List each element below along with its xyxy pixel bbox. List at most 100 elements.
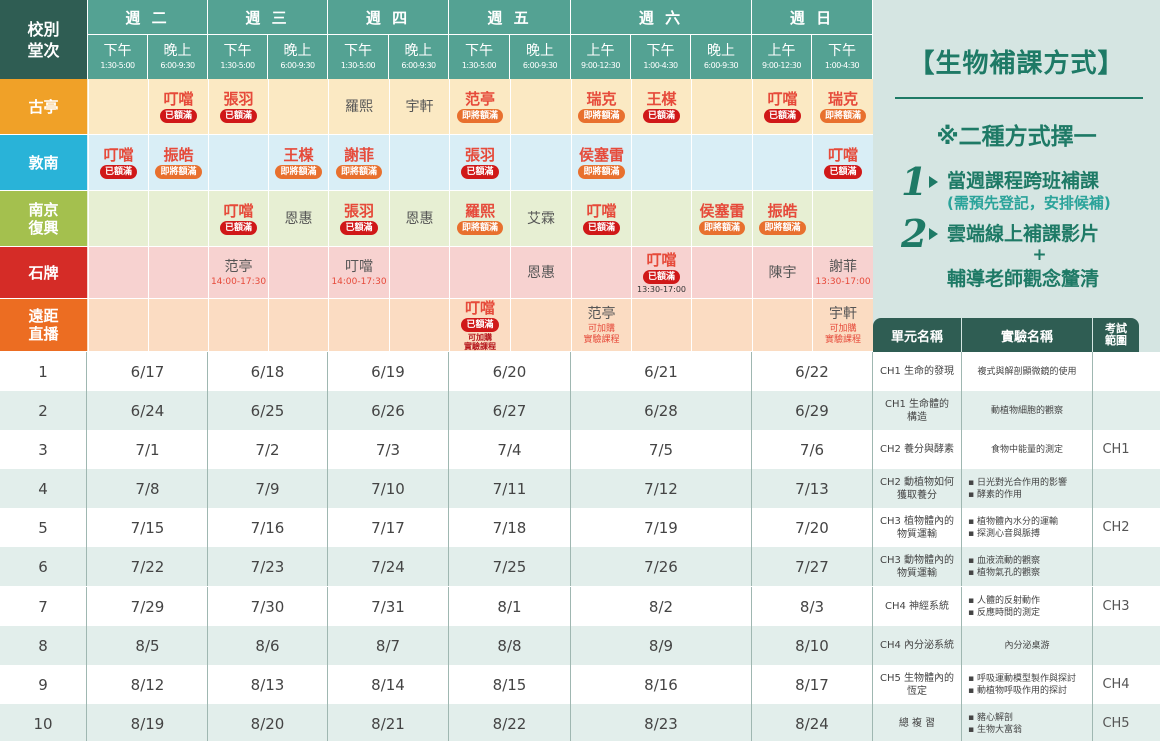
schedule-cell[interactable]: 叮噹 已額滿	[88, 135, 148, 191]
session-number: 3	[0, 430, 87, 469]
date-cell: 7/24	[328, 547, 449, 586]
schedule-cell[interactable]: 叮噹 已額滿	[148, 79, 208, 135]
date-cell: 6/28	[571, 391, 752, 430]
schedule-cell[interactable]: 羅熙 即將額滿	[449, 191, 510, 247]
schedule-cell[interactable]: 謝菲 13:30-17:00	[812, 247, 873, 299]
schedule-cell[interactable]: 瑞克 即將額滿	[812, 79, 873, 135]
date-cell: 8/2	[571, 587, 752, 626]
cell-note: 13:30-17:00	[815, 276, 871, 287]
experiment-item: 內分泌桌游	[1004, 640, 1050, 651]
date-cell: 7/26	[571, 547, 752, 586]
schedule-cell[interactable]: 范亭 即將額滿	[449, 79, 510, 135]
date-cell: 7/9	[208, 469, 328, 508]
schedule-cell[interactable]: 宇軒 可加購 實驗課程	[812, 299, 873, 352]
teacher-name: 侯塞雷	[578, 146, 624, 164]
experiment-item: ▪ 生物大富翁	[968, 724, 1022, 735]
schedule-cell[interactable]: 恩惠	[268, 191, 328, 247]
schedule-cell	[268, 79, 328, 135]
teacher-name: 叮噹	[646, 250, 677, 269]
date-cell: 6/17	[88, 352, 208, 391]
unit-name: CH1 生命的發現	[873, 352, 962, 391]
exam-range-header: 考試 範圍	[1093, 318, 1139, 352]
option-2-number: 2	[901, 212, 928, 256]
schedule-cell[interactable]: 謝菲 即將額滿	[328, 135, 389, 191]
schedule-cell[interactable]: 恩惠	[389, 191, 449, 247]
schedule-cell[interactable]: 羅熙	[328, 79, 389, 135]
teacher-name: 羅熙	[345, 98, 373, 115]
session-header: 晚上 6:00-9:30	[268, 34, 328, 79]
date-cell: 8/3	[752, 587, 873, 626]
teacher-name: 叮噹	[163, 90, 194, 108]
schedule-cell[interactable]: 艾霖	[510, 191, 571, 247]
schedule-cell[interactable]: 范亭 14:00-17:30	[208, 247, 268, 299]
campus-label: 遠距 直播	[0, 299, 87, 352]
schedule-cell[interactable]: 叮噹 已額滿	[208, 191, 268, 247]
session-name: 晚上	[163, 43, 192, 59]
experiment-list: ▪ 呼吸運動模型製作與探討 ▪ 動植物呼吸作用的探討	[962, 665, 1093, 704]
schedule-cell[interactable]: 叮噹 已額滿 13:30-17:00	[631, 247, 691, 299]
schedule-cell[interactable]: 振皓 即將額滿	[148, 135, 208, 191]
schedule-cell[interactable]: 叮噹 已額滿	[571, 191, 631, 247]
schedule-cell[interactable]: 叮噹 已額滿	[812, 135, 873, 191]
date-cell: 7/19	[571, 508, 752, 547]
date-cell: 8/6	[208, 626, 328, 665]
schedule-cell[interactable]: 宇軒	[389, 79, 449, 135]
teacher-name: 范亭	[224, 258, 253, 275]
experiment-item: ▪ 日光對光合作用的影響	[968, 477, 1067, 488]
date-cell: 8/12	[88, 665, 208, 704]
schedule-cell[interactable]: 振皓 即將額滿	[752, 191, 812, 247]
schedule-cell[interactable]: 叮噹 已額滿 可加購 實驗課程	[449, 299, 510, 352]
special-time: 13:30-17:00	[637, 284, 686, 294]
campus-row-bg	[87, 191, 873, 247]
teacher-name: 謝菲	[829, 258, 857, 275]
schedule-cell[interactable]: 王楳 已額滿	[631, 79, 691, 135]
date-cell: 7/20	[752, 508, 873, 547]
full-badge: 已額滿	[642, 109, 680, 123]
schedule-cell	[631, 191, 691, 247]
session-name: 下午	[828, 43, 856, 59]
full-badge: 已額滿	[219, 109, 257, 123]
experiment-item: ▪ 植物氣孔的觀察	[968, 567, 1040, 578]
session-header: 晚上 6:00-9:30	[389, 34, 449, 79]
schedule-cell[interactable]: 侯塞雷 即將額滿	[691, 191, 752, 247]
schedule-cell[interactable]: 陳宇	[752, 247, 812, 299]
table-row	[0, 469, 1160, 508]
day-header: 週 三	[208, 0, 328, 34]
experiment-list: ▪ 人體的反射動作 ▪ 反應時間的測定	[962, 587, 1093, 626]
schedule-cell[interactable]: 王楳 即將額滿	[268, 135, 328, 191]
date-cell: 7/6	[752, 430, 873, 469]
unit-name: 總 複 習	[873, 704, 962, 741]
schedule-cell[interactable]: 張羽 已額滿	[449, 135, 510, 191]
exam-range	[1093, 391, 1139, 430]
experiment-list: ▪ 日光對光合作用的影響 ▪ 酵素的作用	[962, 469, 1093, 508]
option-1-arrow-icon	[929, 176, 938, 188]
date-cell: 8/21	[328, 704, 449, 741]
schedule-cell[interactable]: 叮噹 14:00-17:30	[328, 247, 389, 299]
cell-note: 可加購 實驗課程	[464, 333, 496, 351]
session-number: 5	[0, 508, 87, 547]
schedule-cell[interactable]: 恩惠	[510, 247, 571, 299]
experiment-list: 動植物細胞的觀察	[962, 391, 1093, 430]
session-name: 晚上	[526, 43, 554, 59]
exam-range: CH2	[1102, 520, 1130, 535]
schedule-cell[interactable]: 叮噹 已額滿	[752, 79, 812, 135]
session-header: 下午 1:30-5:00	[328, 34, 389, 79]
date-cell: 8/7	[328, 626, 449, 665]
date-cell: 6/20	[449, 352, 571, 391]
session-name: 下午	[344, 43, 372, 59]
schedule-cell	[268, 299, 328, 352]
schedule-cell[interactable]: 侯塞雷 即將額滿	[571, 135, 631, 191]
table-row	[0, 391, 1160, 430]
schedule-cell[interactable]: 范亭 可加購 實驗課程	[571, 299, 631, 352]
date-cell: 8/24	[752, 704, 873, 741]
date-cell: 8/17	[752, 665, 873, 704]
schedule-cell[interactable]: 瑞克 即將額滿	[571, 79, 631, 135]
session-time: 1:30-5:00	[220, 61, 255, 70]
full-badge: 已額滿	[461, 318, 499, 332]
teacher-name: 叮噹	[103, 146, 134, 164]
teacher-name: 振皓	[163, 146, 194, 164]
schedule-cell	[389, 135, 449, 191]
schedule-cell[interactable]: 張羽 已額滿	[208, 79, 268, 135]
day-header: 週 日	[752, 0, 873, 34]
schedule-cell[interactable]: 張羽 已額滿	[328, 191, 389, 247]
